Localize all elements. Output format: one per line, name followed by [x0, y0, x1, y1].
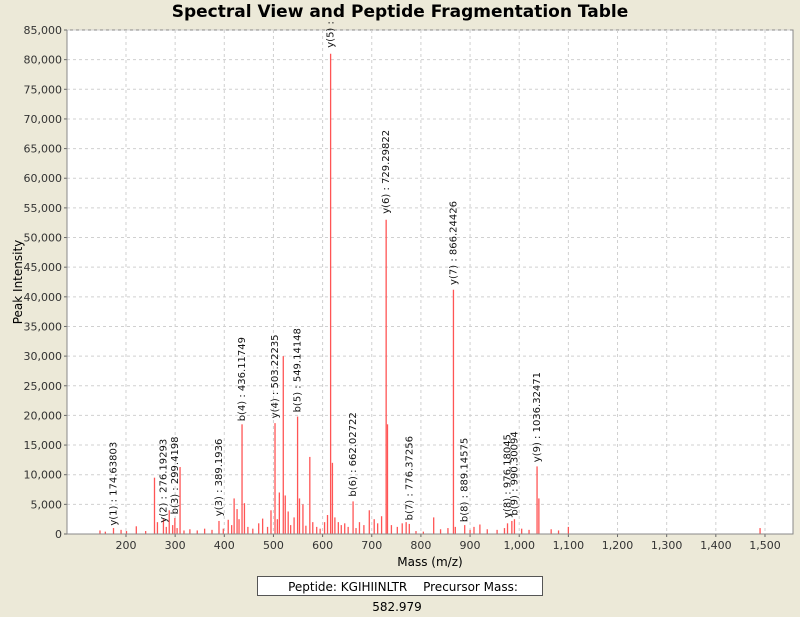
x-tick-label: 200 [115, 539, 136, 552]
grid-lines [67, 29, 793, 534]
y-tick-label: 65,000 [24, 143, 63, 156]
fragment-annotation: y(8) : 976.18045 [503, 434, 514, 518]
fragment-annotation: y(4) : 503.22235 [270, 334, 281, 418]
x-tick-label: 1,500 [749, 539, 781, 552]
y-tick-label: 10,000 [24, 469, 63, 482]
spectrum-chart: y(1) : 174.63803 y(2) : 276.19293 b(3) : 2… [11, 21, 794, 569]
peak-bars [99, 53, 761, 534]
x-tick-label: 700 [361, 539, 382, 552]
chart-title: Spectral View and Peptide Fragmentation … [171, 2, 629, 22]
y-axis-label: Peak Intensity [11, 240, 25, 325]
y-tick-label: 80,000 [24, 54, 63, 67]
fragment-annotation: y(3) : 389.1936 [214, 439, 225, 517]
fragment-annotations: y(1) : 174.63803 y(2) : 276.19293 b(3) : 2… [108, 21, 543, 526]
peptide-legend: Peptide: KGIHIINLTR Precursor Mass: 582.… [257, 576, 543, 614]
y-tick-label: 75,000 [24, 83, 63, 96]
x-tick-label: 1,100 [553, 539, 585, 552]
y-tick-label: 5,000 [31, 498, 63, 511]
x-tick-label: 1,200 [602, 539, 634, 552]
y-tick-label: 60,000 [24, 172, 63, 185]
fragment-annotation: y(1) : 174.63803 [108, 442, 119, 526]
x-tick-label: 800 [410, 539, 431, 552]
fragment-annotation: y(6) : 729.29822 [381, 130, 392, 214]
fragment-annotation: y(7) : 866.24426 [448, 201, 459, 285]
x-tick-label: 1,300 [651, 539, 683, 552]
fragment-annotation: b(5) : 549.14148 [293, 328, 304, 412]
x-tick-label: 600 [312, 539, 333, 552]
fragment-annotation: b(3) : 299.4198 [170, 436, 181, 514]
x-tick-label: 300 [165, 539, 186, 552]
y-tick-label: 35,000 [24, 320, 63, 333]
axes: 0 5,000 10,000 15,000 20,000 25,000 30,000 35,0… [24, 24, 793, 552]
x-tick-label: 1,400 [700, 539, 732, 552]
y-tick-label: 25,000 [24, 380, 63, 393]
fragment-annotation: y(5) : [326, 21, 337, 48]
y-tick-label: 30,000 [24, 350, 63, 363]
plot-area [66, 29, 794, 535]
y-tick-label: 0 [55, 528, 62, 541]
x-tick-label: 1,000 [503, 539, 535, 552]
x-tick-label: 900 [460, 539, 481, 552]
fragment-annotation: y(9) : 1036.32471 [532, 372, 543, 462]
fragment-annotation: b(7) : 776.37256 [404, 436, 415, 520]
y-tick-label: 45,000 [24, 261, 63, 274]
x-tick-label: 400 [214, 539, 235, 552]
fragment-annotation: b(4) : 436.11749 [237, 337, 248, 421]
x-axis-label: Mass (m/z) [397, 555, 462, 569]
fragment-annotation: b(8) : 889.14575 [460, 438, 471, 522]
y-tick-label: 50,000 [24, 232, 63, 245]
x-tick-label: 500 [263, 539, 284, 552]
peptide-label: Peptide: KGIHIINLTR [288, 580, 408, 594]
fragment-annotation: y(2) : 276.19293 [158, 439, 169, 523]
y-tick-label: 20,000 [24, 409, 63, 422]
fragment-annotation: b(9) : 990.30094 [509, 431, 520, 515]
y-tick-label: 85,000 [24, 24, 63, 37]
y-tick-label: 40,000 [24, 291, 63, 304]
fragment-annotation: b(6) : 662.02722 [348, 412, 359, 496]
y-tick-label: 55,000 [24, 202, 63, 215]
y-tick-label: 70,000 [24, 113, 63, 126]
y-tick-label: 15,000 [24, 439, 63, 452]
